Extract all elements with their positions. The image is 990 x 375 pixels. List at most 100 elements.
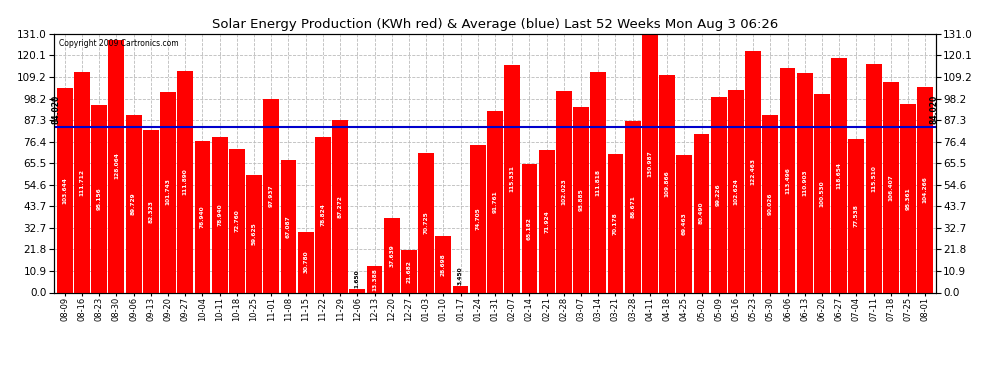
Text: 110.903: 110.903 (802, 170, 807, 196)
Bar (126, 115, 142, 292)
Text: 109.866: 109.866 (664, 171, 669, 197)
Text: 82.323: 82.323 (148, 200, 153, 223)
Bar (539, 150, 554, 292)
Text: 70.178: 70.178 (613, 212, 618, 235)
Text: 122.463: 122.463 (750, 158, 755, 185)
Bar (676, 155, 692, 292)
Bar (918, 87, 934, 292)
Bar (333, 120, 348, 292)
Text: 91.761: 91.761 (492, 190, 498, 213)
Bar (109, 39, 125, 292)
Text: 74.705: 74.705 (475, 207, 480, 230)
Text: 102.023: 102.023 (561, 178, 566, 205)
Bar (315, 137, 331, 292)
Text: 111.818: 111.818 (596, 169, 601, 196)
Text: 97.937: 97.937 (268, 184, 274, 207)
Text: 70.725: 70.725 (424, 211, 429, 234)
Text: 72.760: 72.760 (235, 209, 240, 232)
Bar (298, 232, 314, 292)
Bar (883, 82, 899, 292)
Bar (194, 141, 210, 292)
Text: 99.226: 99.226 (716, 183, 722, 206)
Text: 111.890: 111.890 (183, 169, 188, 195)
Bar (762, 115, 778, 292)
Text: 78.824: 78.824 (321, 203, 326, 226)
Text: 93.885: 93.885 (578, 188, 583, 211)
Bar (436, 236, 451, 292)
Text: 71.924: 71.924 (544, 210, 549, 233)
Text: 80.490: 80.490 (699, 202, 704, 224)
Bar (814, 94, 830, 292)
Bar (452, 286, 468, 292)
Text: 28.698: 28.698 (441, 253, 446, 276)
Text: 3.450: 3.450 (458, 266, 463, 285)
Text: 76.940: 76.940 (200, 205, 205, 228)
Text: 130.987: 130.987 (647, 150, 652, 177)
Bar (590, 72, 606, 292)
Bar (470, 145, 486, 292)
Text: 30.780: 30.780 (303, 251, 308, 273)
Bar (143, 130, 158, 292)
Text: 21.682: 21.682 (407, 260, 412, 282)
Text: 1.650: 1.650 (354, 270, 359, 288)
Text: 89.729: 89.729 (131, 193, 136, 215)
Bar (247, 175, 262, 292)
Bar (797, 74, 813, 292)
Text: 103.644: 103.644 (62, 177, 67, 204)
Bar (177, 72, 193, 292)
Bar (401, 250, 417, 292)
Text: 37.639: 37.639 (389, 244, 394, 267)
Bar (280, 160, 296, 292)
Bar (848, 140, 864, 292)
Text: 86.671: 86.671 (631, 195, 636, 218)
Bar (504, 65, 520, 292)
Text: 106.407: 106.407 (888, 174, 893, 201)
Bar (832, 58, 847, 292)
Text: 67.087: 67.087 (286, 215, 291, 238)
Bar (263, 99, 279, 292)
Text: 13.388: 13.388 (372, 268, 377, 291)
Bar (780, 68, 796, 292)
Bar (229, 149, 245, 292)
Bar (349, 289, 365, 292)
Text: 102.624: 102.624 (734, 178, 739, 205)
Bar (366, 266, 382, 292)
Text: 59.625: 59.625 (251, 222, 256, 245)
Text: 95.361: 95.361 (906, 187, 911, 210)
Text: 118.654: 118.654 (837, 162, 842, 189)
Text: 84.020: 84.020 (51, 94, 60, 124)
Text: 113.496: 113.496 (785, 167, 790, 194)
Bar (745, 51, 761, 292)
Text: 115.331: 115.331 (510, 165, 515, 192)
Bar (487, 111, 503, 292)
Text: 84.020: 84.020 (930, 94, 939, 124)
Text: 87.272: 87.272 (338, 195, 343, 218)
Bar (659, 75, 675, 292)
Bar (642, 34, 657, 292)
Bar (522, 164, 538, 292)
Bar (384, 218, 400, 292)
Text: 100.530: 100.530 (820, 180, 825, 207)
Text: 128.064: 128.064 (114, 153, 119, 180)
Text: 104.266: 104.266 (923, 176, 928, 203)
Bar (711, 96, 727, 292)
Title: Solar Energy Production (KWh red) & Average (blue) Last 52 Weeks Mon Aug 3 06:26: Solar Energy Production (KWh red) & Aver… (212, 18, 778, 31)
Text: 90.026: 90.026 (768, 192, 773, 215)
Text: Copyright 2009 Cartronics.com: Copyright 2009 Cartronics.com (58, 39, 178, 48)
Bar (556, 91, 572, 292)
Text: 101.743: 101.743 (165, 178, 170, 206)
Bar (625, 121, 641, 292)
Bar (418, 153, 434, 292)
Bar (608, 154, 624, 292)
Bar (212, 136, 228, 292)
Bar (694, 134, 710, 292)
Text: 95.156: 95.156 (97, 187, 102, 210)
Bar (573, 107, 589, 292)
Bar (91, 105, 107, 292)
Text: 115.510: 115.510 (871, 165, 876, 192)
Bar (74, 72, 90, 292)
Bar (900, 104, 916, 292)
Text: 77.538: 77.538 (854, 204, 859, 227)
Text: 111.712: 111.712 (79, 169, 84, 196)
Text: 69.463: 69.463 (682, 213, 687, 235)
